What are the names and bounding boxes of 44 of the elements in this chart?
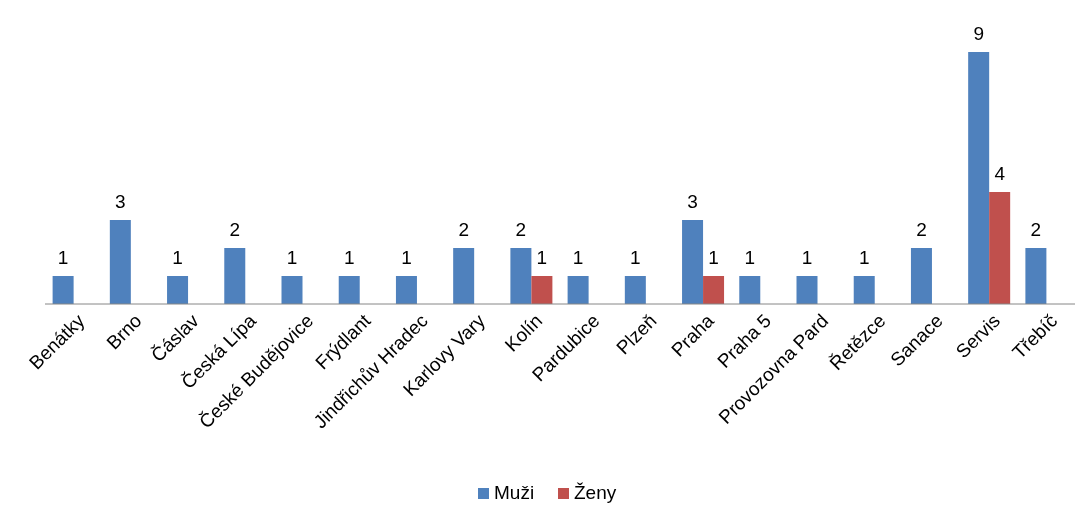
data-label: 3 — [115, 191, 126, 212]
data-label: 1 — [858, 247, 870, 268]
bar — [1025, 248, 1047, 304]
data-label: 1 — [744, 247, 756, 268]
data-label: 1 — [343, 247, 355, 268]
bar — [567, 276, 589, 304]
bar — [167, 276, 189, 304]
bar — [682, 220, 704, 304]
bar — [453, 248, 475, 304]
bar — [395, 276, 417, 304]
data-label: 2 — [229, 219, 241, 240]
bar — [531, 276, 553, 304]
bar — [109, 220, 131, 304]
bar — [796, 276, 818, 304]
data-label: 1 — [536, 247, 548, 268]
data-label: 2 — [1030, 219, 1042, 240]
legend-label: Muži — [494, 482, 535, 503]
bar — [281, 276, 303, 304]
data-label: 3 — [687, 191, 698, 212]
data-label: 1 — [708, 247, 719, 268]
bar — [510, 248, 532, 304]
data-label: 2 — [458, 219, 469, 240]
bar — [853, 276, 875, 304]
legend-label: Ženy — [574, 482, 617, 503]
bar — [52, 276, 74, 304]
data-label: 2 — [515, 219, 527, 240]
bar — [338, 276, 360, 304]
data-label: 2 — [916, 219, 927, 240]
bar — [224, 248, 246, 304]
bar — [624, 276, 646, 304]
bar — [703, 276, 725, 304]
data-label: 9 — [973, 23, 984, 44]
bar — [910, 248, 932, 304]
data-label: 1 — [401, 247, 412, 268]
data-label: 1 — [572, 247, 584, 268]
bar — [989, 192, 1011, 304]
data-label: 1 — [630, 247, 641, 268]
data-label: 1 — [172, 247, 183, 268]
data-label: 1 — [801, 247, 813, 268]
data-label: 4 — [994, 163, 1006, 184]
data-label: 1 — [57, 247, 69, 268]
data-label: 1 — [286, 247, 298, 268]
bar — [968, 52, 990, 304]
bar — [739, 276, 761, 304]
